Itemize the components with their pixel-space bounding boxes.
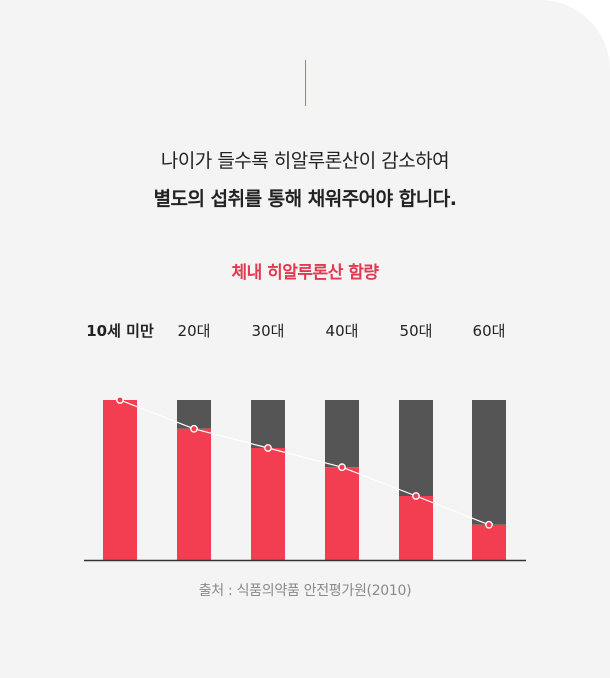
bar-value	[177, 428, 211, 560]
trend-point	[485, 520, 493, 529]
trend-line	[119, 399, 490, 526]
chart-title: 체내 히알루론산 함량	[231, 263, 379, 283]
bar-value	[251, 448, 285, 560]
source-caption: 출처 : 식품의약품 안전평가원(2010)	[198, 583, 412, 599]
headline-line-1: 나이가 들수록 히알루론산이 감소하여	[160, 150, 450, 172]
bar-value	[103, 400, 137, 560]
divider-line	[305, 60, 306, 106]
category-label: 50대	[400, 322, 433, 340]
trend-point	[190, 424, 198, 433]
category-label: 30대	[252, 322, 285, 340]
bar-remainder	[251, 400, 285, 448]
bar-remainder	[325, 400, 359, 468]
bar-value	[325, 467, 359, 560]
folded-corner	[540, 0, 610, 70]
category-label: 40대	[326, 322, 359, 340]
headline-line-2: 별도의 섭취를 통해 채워주어야 합니다.	[153, 188, 457, 210]
category-label: 10세 미만	[86, 322, 154, 340]
trend-point	[338, 463, 346, 472]
bar-remainder	[472, 400, 506, 525]
category-label: 60대	[473, 322, 506, 340]
trend-point	[116, 396, 124, 404]
bar-value	[399, 496, 433, 560]
hyaluronic-acid-bar-chart: 10세 미만 20대 30대 40대 50대 60대	[84, 322, 526, 562]
trend-point	[264, 444, 272, 452]
trend-point	[412, 492, 420, 500]
bar-remainder	[399, 400, 433, 496]
bar-value	[472, 524, 506, 560]
category-label: 20대	[178, 322, 211, 340]
